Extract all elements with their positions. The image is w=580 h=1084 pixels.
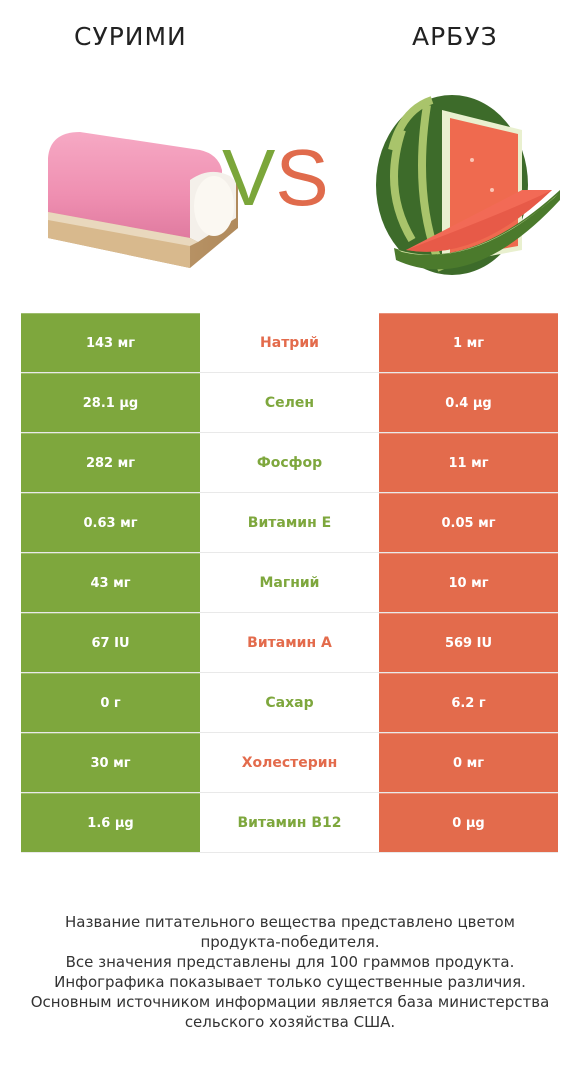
left-value: 282 мг bbox=[21, 433, 200, 492]
left-value: 43 мг bbox=[21, 553, 200, 612]
comparison-table: 143 мг Натрий 1 мг 28.1 µg Селен 0.4 µg 282 мг… bbox=[21, 313, 558, 853]
right-value: 0 µg bbox=[379, 793, 558, 852]
footer-line: сельского хозяйства США. bbox=[184, 1013, 396, 1031]
nutrient-name: Сахар bbox=[200, 673, 379, 732]
left-product-title: СУРИМИ bbox=[74, 22, 187, 51]
left-value: 67 IU bbox=[21, 613, 200, 672]
table-row: 143 мг Натрий 1 мг bbox=[21, 313, 558, 373]
left-value: 0.63 мг bbox=[21, 493, 200, 552]
right-product-title: АРБУЗ bbox=[412, 22, 498, 51]
left-value: 28.1 µg bbox=[21, 373, 200, 432]
right-value: 0.4 µg bbox=[379, 373, 558, 432]
left-value: 0 г bbox=[21, 673, 200, 732]
right-value: 0 мг bbox=[379, 733, 558, 792]
right-value: 1 мг bbox=[379, 313, 558, 372]
footer-line: Все значения представлены для 100 граммо… bbox=[65, 953, 515, 971]
vs-letter-s: S bbox=[275, 133, 329, 222]
right-value: 11 мг bbox=[379, 433, 558, 492]
left-value: 1.6 µg bbox=[21, 793, 200, 852]
nutrient-name: Витамин B12 bbox=[200, 793, 379, 852]
nutrient-name: Холестерин bbox=[200, 733, 379, 792]
left-value: 143 мг bbox=[21, 313, 200, 372]
nutrient-name: Селен bbox=[200, 373, 379, 432]
table-row: 282 мг Фосфор 11 мг bbox=[21, 433, 558, 493]
right-value: 0.05 мг bbox=[379, 493, 558, 552]
footer-line: продукта-победителя. bbox=[200, 933, 380, 951]
table-row: 0 г Сахар 6.2 г bbox=[21, 673, 558, 733]
footer-line: Инфографика показывает только существенн… bbox=[54, 973, 526, 991]
table-row: 28.1 µg Селен 0.4 µg bbox=[21, 373, 558, 433]
nutrient-name: Фосфор bbox=[200, 433, 379, 492]
surimi-image bbox=[48, 132, 238, 268]
nutrient-name: Натрий bbox=[200, 313, 379, 372]
right-value: 569 IU bbox=[379, 613, 558, 672]
vs-letter-v: V bbox=[222, 133, 276, 222]
footer-line: Название питательного вещества представл… bbox=[65, 913, 515, 931]
right-value: 10 мг bbox=[379, 553, 558, 612]
footer-line: Основным источником информации является … bbox=[30, 993, 550, 1011]
table-row: 1.6 µg Витамин B12 0 µg bbox=[21, 793, 558, 853]
table-row: 67 IU Витамин A 569 IU bbox=[21, 613, 558, 673]
nutrient-name: Витамин A bbox=[200, 613, 379, 672]
right-value: 6.2 г bbox=[379, 673, 558, 732]
footer-notes: Название питательного вещества представл… bbox=[20, 912, 560, 1032]
left-value: 30 мг bbox=[21, 733, 200, 792]
nutrient-name: Магний bbox=[200, 553, 379, 612]
table-row: 30 мг Холестерин 0 мг bbox=[21, 733, 558, 793]
nutrient-name: Витамин E bbox=[200, 493, 379, 552]
table-row: 43 мг Магний 10 мг bbox=[21, 553, 558, 613]
versus-label: VS bbox=[222, 138, 329, 218]
watermelon-image bbox=[376, 95, 560, 275]
table-row: 0.63 мг Витамин E 0.05 мг bbox=[21, 493, 558, 553]
